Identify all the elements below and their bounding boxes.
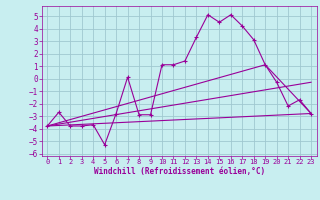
X-axis label: Windchill (Refroidissement éolien,°C): Windchill (Refroidissement éolien,°C)	[94, 167, 265, 176]
